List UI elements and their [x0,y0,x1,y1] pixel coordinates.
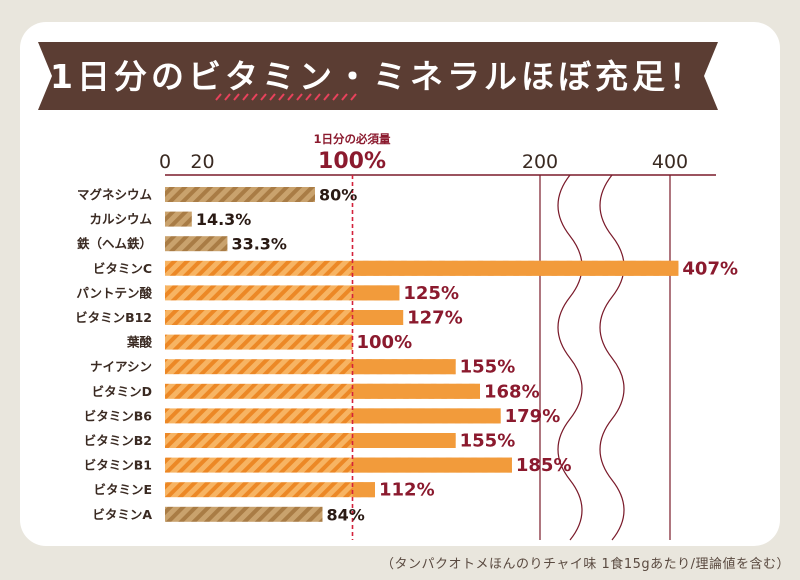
banner-title: 1日分のビタミン・ミネラルほぼ充足！ [50,57,706,96]
underline-stripe [251,93,258,101]
underline-stripe [314,93,321,101]
x-tick-label: 400 [652,151,688,173]
underline-stripe [224,93,231,101]
category-label: ビタミンC [93,261,152,276]
bar-13 [165,482,375,498]
category-label: ビタミンA [92,507,152,522]
bar-over-100-9 [352,383,480,399]
footnote: （タンパクオトメほんのりチャイ味 1食15gあたり/理論値を含む） [381,557,790,572]
bar-6 [165,310,404,325]
bar-over-100-11 [352,433,456,448]
reference-value: 100% [318,149,386,174]
axis-break-wave-2 [599,174,625,541]
category-label: ビタミンB1 [84,458,152,473]
reference-label: 1日分の必須量 [313,132,391,146]
bar-7 [165,334,353,350]
value-label: 127% [407,308,463,329]
underline-stripe [233,93,240,101]
value-label: 179% [505,406,561,427]
category-label: マグネシウム [77,187,153,202]
underline-stripe [296,93,303,101]
underline-stripe [323,93,330,101]
value-label: 155% [460,357,516,378]
bar-2 [165,211,192,227]
axis-break-wave-1 [557,174,583,541]
category-label: ビタミンB6 [84,408,153,423]
underline-stripe [305,93,312,101]
gridlines [539,175,671,540]
banner-underline-stripes [215,93,357,101]
title-banner: 1日分のビタミン・ミネラルほぼ充足！ [38,42,718,110]
bar-over-100-12 [352,457,512,473]
category-label: パントテン酸 [76,285,152,300]
value-label: 112% [379,480,435,501]
x-tick-label: 200 [522,151,558,173]
bar-3 [165,236,228,252]
underline-stripe [260,93,267,101]
x-tick-labels: 0 20 200 400 [159,151,688,173]
category-label: ビタミンB2 [84,433,152,448]
value-label: 100% [357,332,413,353]
underline-stripe [287,93,294,101]
category-label: 鉄（ヘム鉄） [77,236,152,251]
underline-stripe [341,93,348,101]
underline-stripe [215,93,222,101]
bar-over-100-6 [352,310,404,325]
axis-break-waves [557,174,625,541]
bar-5 [165,285,400,301]
category-label: カルシウム [89,212,152,227]
bar-over-100-8 [352,359,456,375]
underline-stripe [350,93,357,101]
x-tick-label: 20 [190,151,214,173]
bar-over-100-5 [352,285,400,301]
underline-stripe [278,93,285,101]
value-label: 168% [484,381,540,402]
value-label: 407% [682,258,738,279]
underline-stripe [332,93,339,101]
bar-over-100-4 [352,260,679,276]
category-label: ビタミンE [93,482,152,497]
bar-over-100-13 [352,482,375,498]
value-label: 125% [403,283,459,304]
bar-over-100-10 [352,408,501,424]
underline-stripe [269,93,276,101]
banner-ribbon [38,42,718,110]
x-tick-label: 0 [159,151,171,173]
value-label: 80% [319,186,357,205]
value-label: 185% [516,455,572,476]
bar-14 [165,506,323,522]
category-label: ビタミンD [92,384,152,399]
category-label: ナイアシン [90,359,152,374]
underline-stripe [242,93,249,101]
value-label: 155% [460,431,516,452]
category-label: ビタミンB12 [75,310,152,325]
value-label: 33.3% [231,235,287,254]
value-label: 84% [327,505,365,524]
value-labels: 80% 14.3% 33.3% 407% 125% 127% 100% 155% 168% 179… [196,186,738,525]
bars [165,187,679,522]
category-label: 葉酸 [126,335,153,350]
bar-1 [165,187,315,202]
value-label: 14.3% [196,210,252,229]
